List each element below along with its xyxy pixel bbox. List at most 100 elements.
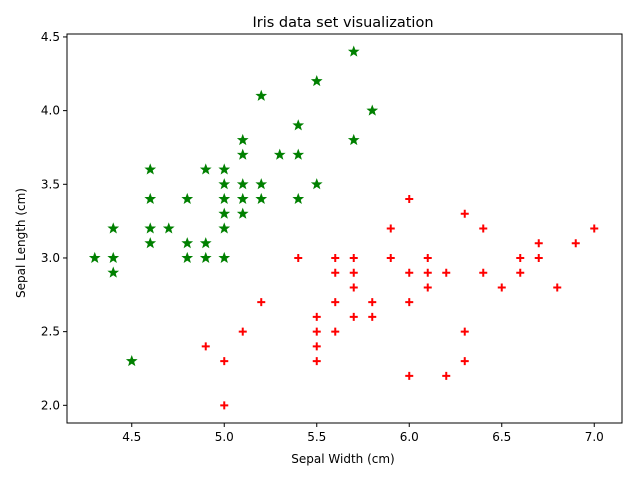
star-marker: [218, 207, 231, 219]
x-tick-label: 7.0: [585, 430, 604, 444]
star-marker: [292, 148, 305, 160]
plus-marker: [331, 268, 340, 277]
plus-marker: [331, 298, 340, 307]
plus-marker: [497, 283, 506, 292]
star-marker: [218, 178, 231, 190]
star-marker: [199, 251, 212, 263]
star-marker: [144, 222, 157, 234]
points-layer: [88, 45, 599, 410]
plus-marker: [405, 298, 414, 307]
star-marker: [218, 251, 231, 263]
star-marker: [236, 133, 249, 146]
plus-marker: [331, 253, 340, 262]
plus-marker: [516, 253, 525, 262]
plus-marker: [349, 253, 358, 262]
plus-marker: [294, 253, 303, 262]
plus-marker: [220, 357, 229, 366]
star-marker: [236, 207, 249, 219]
plus-marker: [349, 312, 358, 321]
plus-marker: [386, 224, 395, 233]
plus-marker: [516, 268, 525, 277]
star-marker: [125, 354, 138, 367]
plus-marker: [479, 268, 488, 277]
star-marker: [88, 251, 101, 263]
plus-marker: [423, 283, 432, 292]
star-marker: [162, 222, 175, 234]
star-marker: [255, 178, 268, 190]
plus-marker: [479, 224, 488, 233]
star-marker: [218, 192, 231, 205]
plus-marker: [534, 253, 543, 262]
plus-marker: [312, 312, 321, 321]
x-tick-label: 6.0: [400, 430, 419, 444]
star-marker: [199, 237, 212, 249]
axes-frame: [66, 33, 623, 424]
plus-marker: [423, 268, 432, 277]
plus-marker: [460, 327, 469, 336]
plus-marker: [312, 357, 321, 366]
plus-marker: [423, 253, 432, 262]
star-marker: [273, 148, 286, 160]
star-marker: [366, 104, 379, 116]
plus-marker: [553, 283, 562, 292]
plus-marker: [368, 298, 377, 307]
star-marker: [181, 251, 194, 263]
plus-marker: [405, 195, 414, 204]
plus-marker: [460, 357, 469, 366]
plus-marker: [442, 268, 451, 277]
star-marker: [292, 119, 305, 131]
plus-marker: [442, 371, 451, 380]
y-tick-label: 3.5: [41, 177, 60, 191]
star-marker: [144, 163, 157, 175]
plus-marker: [349, 283, 358, 292]
y-tick-label: 4.0: [41, 104, 60, 118]
plus-marker: [257, 298, 266, 307]
y-tick-label: 4.5: [41, 30, 60, 44]
y-tick-label: 3.0: [41, 251, 60, 265]
star-marker: [236, 148, 249, 160]
plus-marker: [405, 268, 414, 277]
plus-marker: [349, 268, 358, 277]
plus-marker: [238, 327, 247, 336]
x-tick-label: 4.5: [122, 430, 141, 444]
plus-marker: [331, 327, 340, 336]
star-marker: [107, 251, 120, 263]
y-axis-ticks: 2.0 2.5 3.0 3.5 4.0 4.5: [41, 30, 67, 412]
star-marker: [218, 163, 231, 175]
plus-marker: [571, 239, 580, 248]
plus-marker: [386, 253, 395, 262]
x-tick-label: 5.0: [215, 430, 234, 444]
star-marker: [107, 266, 120, 278]
plus-marker: [368, 312, 377, 321]
star-marker: [181, 192, 194, 205]
star-marker: [310, 74, 323, 87]
plus-marker: [220, 401, 229, 410]
star-marker: [144, 192, 157, 205]
star-marker: [347, 45, 360, 57]
chart-title: Iris data set visualization: [252, 15, 433, 31]
plus-marker: [201, 342, 210, 351]
star-marker: [199, 163, 212, 175]
plus-marker: [590, 224, 599, 233]
star-marker: [107, 222, 120, 234]
star-marker: [255, 192, 268, 205]
y-tick-label: 2.0: [41, 398, 60, 412]
plus-marker: [405, 371, 414, 380]
y-axis-label: Sepal Length (cm): [14, 188, 28, 298]
star-marker: [218, 222, 231, 234]
plus-marker: [312, 327, 321, 336]
y-tick-label: 2.5: [41, 325, 60, 339]
plus-marker: [312, 342, 321, 351]
star-marker: [236, 192, 249, 205]
star-marker: [181, 237, 194, 249]
x-axis-label: Sepal Width (cm): [291, 452, 394, 466]
plus-marker: [534, 239, 543, 248]
star-marker: [347, 133, 360, 146]
x-axis-ticks: 4.5 5.0 5.5 6.0 6.5 7.0: [122, 423, 604, 444]
star-marker: [236, 178, 249, 190]
star-marker: [144, 237, 157, 249]
x-tick-label: 5.5: [307, 430, 326, 444]
star-marker: [255, 89, 268, 101]
